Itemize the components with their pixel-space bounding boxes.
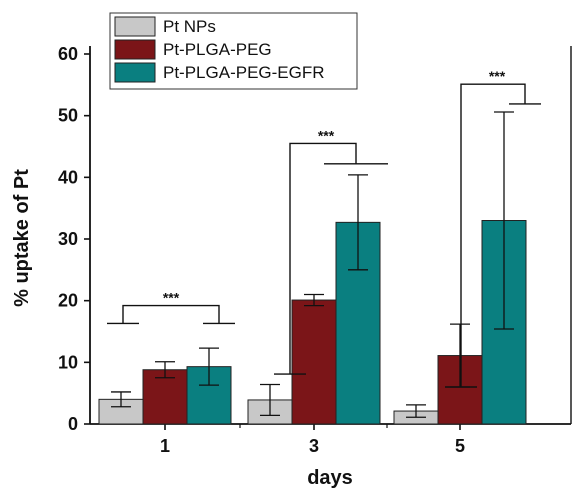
significance-label: *** xyxy=(489,68,506,84)
significance-label: *** xyxy=(163,290,180,306)
legend-label: Pt-PLGA-PEG-EGFR xyxy=(163,63,325,82)
y-tick-label: 10 xyxy=(58,352,78,372)
y-tick-label: 60 xyxy=(58,44,78,64)
legend: Pt NPs Pt-PLGA-PEG Pt-PLGA-PEG-EGFR xyxy=(109,12,358,90)
significance-bracket xyxy=(107,304,235,325)
x-tick-label: 1 xyxy=(160,436,170,456)
bar xyxy=(142,369,188,425)
legend-swatch xyxy=(114,16,156,37)
legend-swatch xyxy=(114,62,156,83)
x-tick-label: 5 xyxy=(455,436,465,456)
y-tick-label: 40 xyxy=(58,167,78,187)
y-tick-label: 20 xyxy=(58,291,78,311)
y-tick-label: 30 xyxy=(58,229,78,249)
significance-bracket xyxy=(445,83,541,388)
x-tick-label: 3 xyxy=(309,436,319,456)
significance-label: *** xyxy=(318,127,335,143)
x-axis-title: days xyxy=(307,467,353,489)
bar xyxy=(291,299,337,425)
y-tick-label: 0 xyxy=(68,414,78,434)
legend-label: Pt NPs xyxy=(163,17,216,36)
y-tick-label: 50 xyxy=(58,106,78,126)
plot-area: 0 10 20 30 40 50 60 1 3 5 *** *** *** xyxy=(58,44,572,456)
significance-bracket xyxy=(274,142,388,375)
legend-swatch xyxy=(114,39,156,60)
legend-label: Pt-PLGA-PEG xyxy=(163,40,272,59)
y-axis-title: % uptake of Pt xyxy=(11,169,33,307)
